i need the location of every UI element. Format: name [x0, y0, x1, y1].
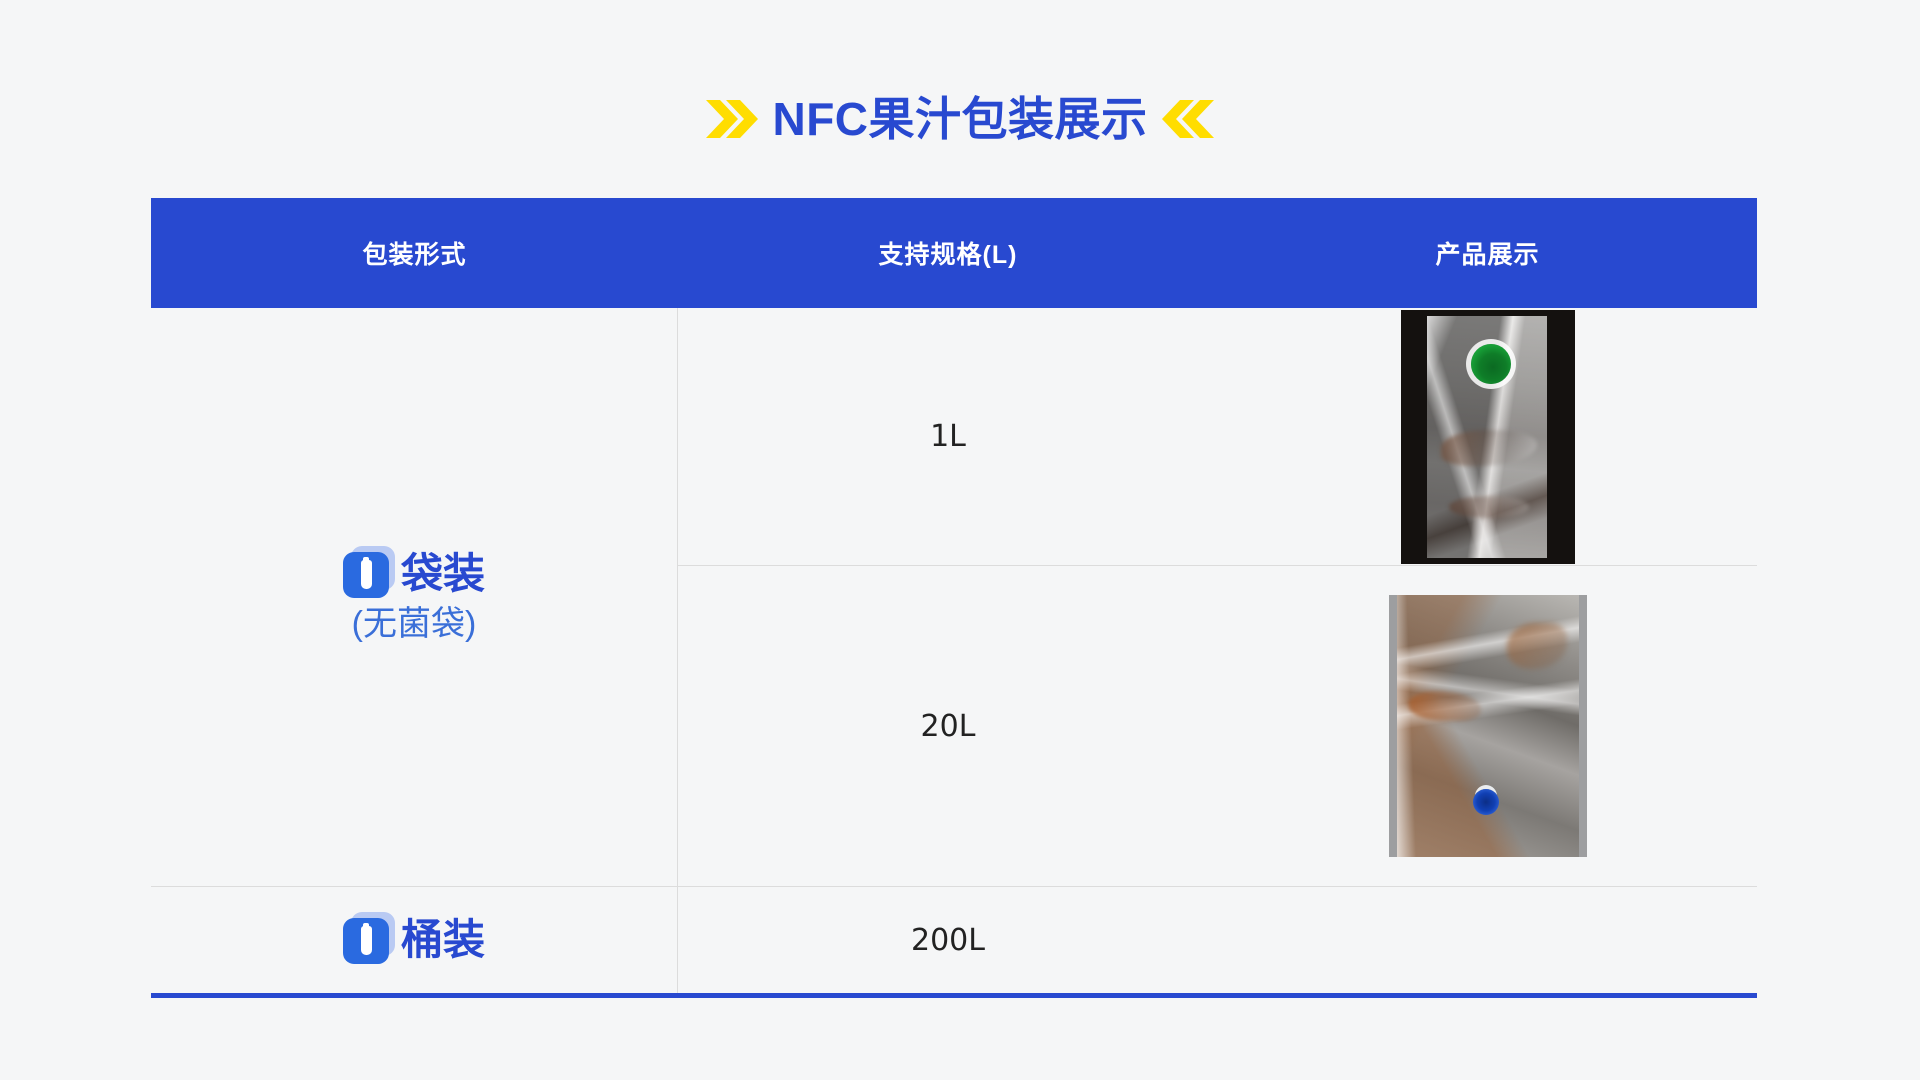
blue-valve-icon: [1472, 789, 1499, 815]
aseptic-bag-20l-photo: [1388, 595, 1587, 857]
green-cap-icon: [1470, 343, 1511, 384]
package-form-sublabel-bags: (无菌袋): [351, 604, 477, 643]
column-header-supported-spec: 支持规格(L): [878, 241, 1018, 269]
table-group-drum: 桶装 200L: [151, 887, 1757, 993]
table-group-bags: 袋装 (无菌袋) 1L: [151, 308, 1757, 886]
bottle-package-icon: [342, 912, 395, 964]
package-form-label-drum: 桶装: [400, 915, 485, 963]
aseptic-bag-1l-photo: [1400, 309, 1575, 564]
bottle-package-icon: [342, 545, 395, 598]
double-chevron-left-icon: [1161, 97, 1216, 141]
table-row: 20L: [678, 566, 1757, 886]
spec-value-1l: 1L: [930, 419, 966, 454]
table-row: 1L: [678, 308, 1757, 566]
column-header-package-form: 包装形式: [362, 241, 467, 269]
bag-rows: 1L 20L: [678, 308, 1757, 886]
packaging-table: 包装形式 支持规格(L) 产品展示 袋装 (无菌袋: [151, 198, 1757, 998]
spec-value-20l: 20L: [920, 708, 976, 744]
page-title-text: NFC果汁包装展示: [772, 93, 1148, 145]
column-header-product-display: 产品展示: [1435, 241, 1540, 269]
double-chevron-right-icon: [704, 97, 759, 141]
package-form-cell-bags: 袋装 (无菌袋): [151, 308, 678, 886]
drum-rows: 200L: [678, 887, 1757, 993]
spec-value-200l: 200L: [911, 922, 985, 958]
package-form-label-bags: 袋装: [400, 549, 485, 597]
table-header-row: 包装形式 支持规格(L) 产品展示: [151, 198, 1757, 308]
table-row: 200L: [678, 887, 1757, 993]
row-divider: [151, 886, 1757, 887]
product-image-cell-1l: [1218, 309, 1757, 564]
page-title: NFC果汁包装展示: [0, 96, 1920, 142]
product-image-cell-20l: [1218, 595, 1757, 857]
package-form-cell-drum: 桶装: [151, 887, 678, 993]
